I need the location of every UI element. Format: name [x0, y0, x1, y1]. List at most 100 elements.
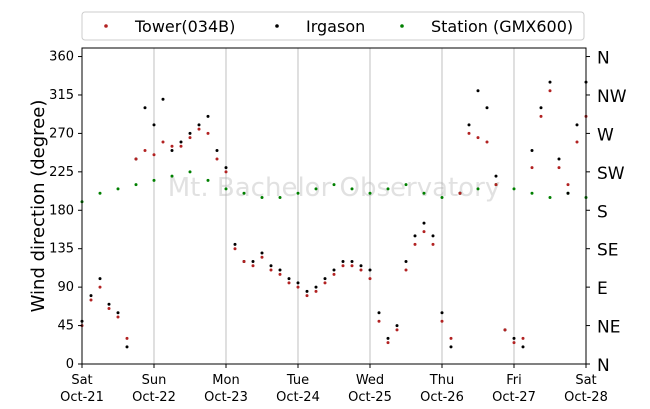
data-point — [467, 123, 471, 127]
data-point — [512, 336, 516, 340]
data-point — [530, 166, 534, 170]
data-point — [314, 285, 318, 289]
series-layer — [80, 80, 588, 349]
data-point — [170, 174, 174, 178]
data-point — [413, 242, 417, 246]
y-tick-label: 0 — [66, 357, 74, 372]
data-point — [485, 140, 489, 144]
data-point — [314, 187, 318, 191]
data-point — [224, 170, 228, 174]
legend: Tower(034B) Irgason Station (GMX600) — [81, 11, 585, 41]
y-axis-ticks: 0 45 90 135 180 225 270 315 360 — [49, 50, 82, 372]
compass-label: W — [597, 125, 614, 145]
compass-labels: N NE E SE S SW W NW N — [586, 49, 627, 376]
compass-label: N — [597, 49, 610, 69]
data-point — [422, 230, 426, 234]
data-point — [305, 294, 309, 298]
data-point — [368, 277, 372, 281]
data-point — [278, 195, 282, 199]
data-point — [530, 148, 534, 152]
x-tick-label-date: Oct-27 — [492, 390, 536, 405]
watermark-text: Mt. Bachelor Observatory — [168, 173, 500, 203]
data-point — [548, 89, 552, 93]
y-tick-label: 135 — [49, 242, 74, 257]
data-point — [188, 136, 192, 140]
data-point — [512, 341, 516, 345]
data-point — [125, 345, 129, 349]
data-point — [377, 319, 381, 323]
legend-label: Irgason — [306, 17, 365, 36]
data-point — [134, 183, 138, 187]
data-point — [557, 157, 561, 161]
x-tick-label-date: Oct-28 — [564, 390, 608, 405]
data-point — [368, 268, 372, 272]
data-point — [206, 131, 210, 135]
data-point — [431, 242, 435, 246]
data-point — [539, 114, 543, 118]
x-axis-ticks: Sat Oct-21 Sun Oct-22 Mon Oct-23 Tue Oct-24 Wed O… — [60, 364, 608, 405]
series-station-gmx600- — [80, 170, 588, 204]
data-point — [332, 183, 336, 187]
data-point — [422, 221, 426, 225]
data-point — [386, 187, 390, 191]
compass-label: S — [597, 202, 608, 222]
data-point — [260, 251, 264, 255]
series-tower-034b- — [80, 89, 588, 345]
legend-label: Station (GMX600) — [431, 17, 573, 36]
data-point — [341, 264, 345, 268]
data-point — [215, 157, 219, 161]
y-tick-label: 360 — [49, 50, 74, 65]
compass-label: NW — [597, 87, 627, 107]
data-point — [377, 311, 381, 315]
data-point — [269, 268, 273, 272]
data-point — [197, 127, 201, 131]
data-point — [440, 319, 444, 323]
data-point — [260, 195, 264, 199]
data-point — [431, 234, 435, 238]
data-point — [314, 289, 318, 293]
legend-marker — [104, 24, 108, 28]
data-point — [296, 191, 300, 195]
data-point — [116, 187, 120, 191]
plot-frame — [81, 47, 587, 365]
legend-marker — [275, 24, 279, 28]
x-tick-label-day: Tue — [286, 373, 309, 388]
data-point — [233, 247, 237, 251]
y-tick-label: 90 — [57, 280, 74, 295]
data-point — [530, 191, 534, 195]
series-irgason — [80, 80, 588, 349]
x-tick-label-day: Sat — [71, 373, 92, 388]
x-tick-label-date: Oct-25 — [348, 390, 392, 405]
data-point — [467, 131, 471, 135]
data-point — [485, 106, 489, 110]
x-tick-label-day: Sat — [575, 373, 596, 388]
legend-label: Tower(034B) — [134, 17, 235, 36]
data-point — [548, 80, 552, 84]
x-tick-label-date: Oct-21 — [60, 390, 104, 405]
data-point — [449, 345, 453, 349]
y-tick-label: 270 — [49, 126, 74, 141]
data-point — [386, 336, 390, 340]
y-tick-label: 315 — [49, 88, 74, 103]
data-point — [296, 285, 300, 289]
data-point — [152, 123, 156, 127]
data-point — [278, 272, 282, 276]
compass-label: NE — [597, 318, 620, 338]
data-point — [521, 345, 525, 349]
data-point — [161, 97, 165, 101]
data-point — [404, 183, 408, 187]
data-point — [179, 144, 183, 148]
x-tick-label-day: Wed — [356, 373, 384, 388]
data-point — [440, 311, 444, 315]
data-point — [251, 264, 255, 268]
data-point — [89, 294, 93, 298]
data-point — [170, 148, 174, 152]
y-axis-label: Wind direction (degree) — [28, 100, 49, 313]
y-tick-label: 180 — [49, 203, 74, 218]
data-point — [332, 272, 336, 276]
data-point — [107, 302, 111, 306]
data-point — [449, 336, 453, 340]
x-tick-label-date: Oct-26 — [420, 390, 464, 405]
data-point — [323, 281, 327, 285]
